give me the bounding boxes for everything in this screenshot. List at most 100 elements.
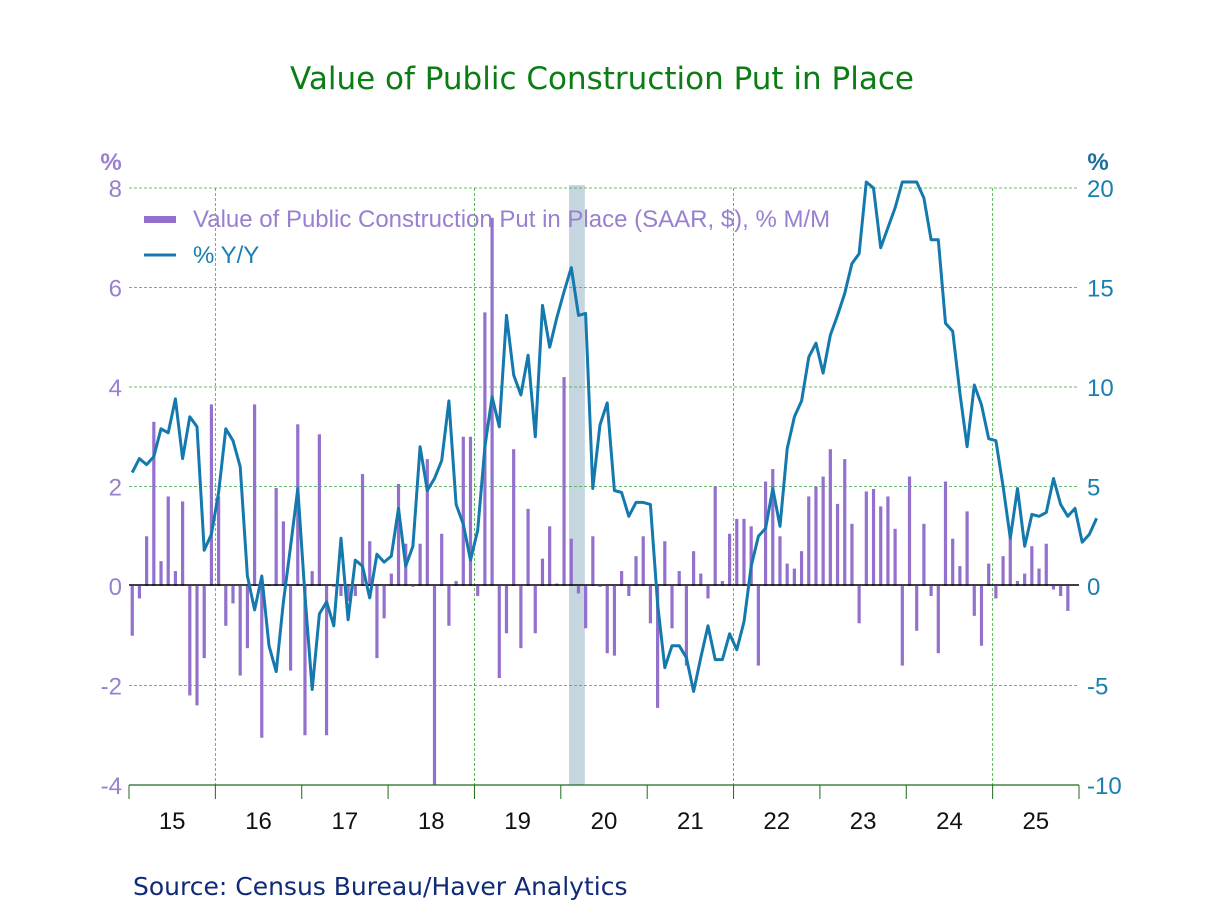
- bar-mm: [382, 586, 386, 619]
- bar-mm: [562, 377, 566, 586]
- bar-mm: [763, 481, 768, 586]
- bar-mm: [735, 518, 739, 586]
- right-axis-unit: %: [1087, 149, 1108, 176]
- bar-mm: [512, 449, 516, 586]
- bar-mm: [440, 533, 444, 586]
- bar-mm: [231, 586, 235, 604]
- bar-mm: [965, 511, 969, 586]
- bar-mm: [835, 503, 840, 586]
- bar-mm: [958, 566, 962, 586]
- bar-mm: [879, 506, 883, 586]
- bar-mm: [504, 586, 509, 634]
- bar-mm: [850, 523, 854, 586]
- bar-mm: [432, 586, 437, 785]
- x-axis: 15 16 17 18 19 20 21 22 23 24 25: [128, 784, 1080, 835]
- bar-mm: [907, 476, 912, 586]
- bar-mm: [1044, 543, 1048, 586]
- bar-mm: [533, 586, 537, 634]
- bar-mm: [922, 523, 926, 586]
- bar-mm: [1015, 581, 1020, 586]
- bar-mm: [893, 528, 897, 586]
- bar-mm: [936, 586, 940, 654]
- bar-mm: [627, 586, 631, 596]
- bar-mm: [670, 586, 674, 629]
- bar-mm: [612, 586, 617, 656]
- bar-mm: [749, 526, 753, 586]
- bar-mm: [979, 586, 984, 646]
- bar-mm: [317, 434, 321, 586]
- bar-mm: [418, 543, 422, 586]
- bar-mm: [634, 556, 638, 586]
- bar-mm: [569, 538, 573, 586]
- bar-mm: [288, 586, 293, 671]
- left-axis-unit: %: [100, 149, 121, 176]
- recession-band: [569, 185, 585, 785]
- x-tick-label: 19: [504, 808, 531, 835]
- bar-mm: [548, 526, 552, 586]
- x-tick-label: 17: [332, 808, 359, 835]
- left-axis: 8 6 4 2 0 -2 -4: [101, 176, 122, 800]
- bar-mm: [929, 586, 933, 596]
- bar-mm: [656, 586, 660, 708]
- bar-mm: [332, 586, 336, 587]
- bar-mm: [181, 501, 185, 586]
- legend-label-yy: % Y/Y: [193, 242, 259, 269]
- bar-mm: [245, 586, 249, 649]
- bar-mm: [411, 586, 415, 587]
- bar-mm: [843, 459, 847, 586]
- bar-mm: [994, 586, 998, 599]
- x-tick-label: 25: [1022, 808, 1049, 835]
- bar-mm: [684, 586, 689, 666]
- bar-mm: [389, 573, 393, 586]
- bar-mm: [152, 421, 156, 586]
- right-tick-label: 5: [1087, 475, 1100, 502]
- bar-mm: [324, 586, 329, 736]
- bar-mm: [1066, 586, 1070, 611]
- bar-mm: [857, 586, 861, 624]
- bar-mm: [188, 586, 192, 696]
- grid: [129, 187, 1079, 785]
- bar-mm: [807, 496, 811, 586]
- bar-mm: [792, 568, 796, 586]
- x-tick-label: 23: [850, 808, 877, 835]
- bar-mm: [584, 586, 588, 629]
- left-tick-label: 0: [109, 574, 122, 601]
- bar-mm: [166, 496, 170, 586]
- bar-mm: [145, 536, 149, 586]
- bar-mm: [1030, 546, 1034, 586]
- bar-mm: [864, 491, 868, 586]
- bar-mm: [727, 533, 732, 586]
- bar-mm: [598, 586, 602, 587]
- bar-mm: [720, 581, 724, 586]
- bar-mm: [605, 586, 609, 654]
- bar-mm: [238, 586, 242, 676]
- bar-mm: [778, 536, 782, 586]
- legend-swatch-bar: [144, 216, 176, 223]
- bar-mm: [209, 404, 214, 586]
- left-tick-label: 2: [109, 475, 122, 502]
- x-tick-label: 22: [763, 808, 790, 835]
- bar-mm: [252, 404, 257, 586]
- legend-item-yy: % Y/Y: [144, 242, 259, 269]
- bar-mm: [886, 496, 890, 586]
- bar-mm: [706, 586, 710, 599]
- bar-mm: [677, 571, 681, 586]
- x-tick-label: 16: [245, 808, 272, 835]
- bar-mm: [425, 459, 429, 586]
- bar-mm: [648, 586, 653, 624]
- right-tick-label: -10: [1087, 773, 1122, 800]
- bar-mm: [641, 536, 645, 586]
- bar-mm: [130, 586, 134, 636]
- bar-mm: [375, 586, 379, 659]
- bar-mm: [396, 484, 401, 586]
- bar-mm: [497, 586, 501, 679]
- bar-mm: [951, 538, 955, 586]
- bar-mm: [871, 488, 876, 586]
- bar-mm: [591, 536, 595, 586]
- x-tick-label: 18: [418, 808, 445, 835]
- bar-mm: [310, 571, 314, 586]
- left-tick-label: -2: [101, 674, 122, 701]
- bar-mm: [943, 481, 948, 586]
- bar-mm: [1008, 528, 1012, 586]
